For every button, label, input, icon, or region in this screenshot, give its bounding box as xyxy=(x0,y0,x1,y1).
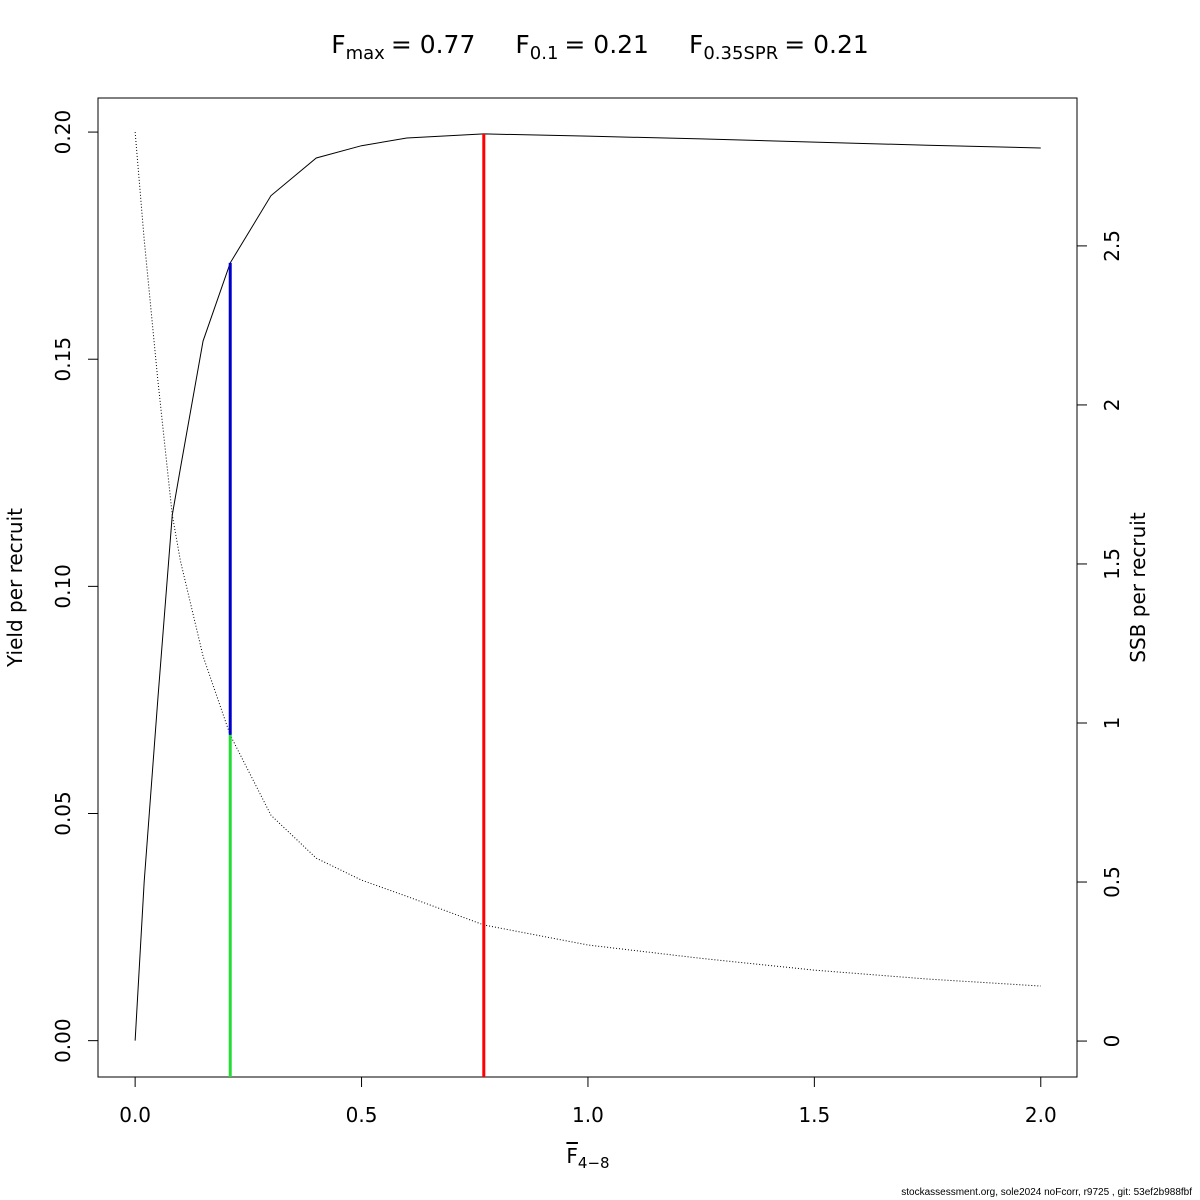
y-tick-label: 0.00 xyxy=(51,1018,75,1063)
y2-axis-label: SSB per recruit xyxy=(1126,512,1150,663)
chart-title: Fmax = 0.77 F0.1 = 0.21 F0.35SPR = 0.21 xyxy=(0,30,1200,64)
y-axis-label: Yield per recruit xyxy=(3,508,27,668)
series-line xyxy=(134,131,1041,987)
y-tick-label: 0.15 xyxy=(51,337,75,382)
title-text: = 0.77 xyxy=(390,30,476,59)
title-subscript: 0.1 xyxy=(529,43,559,64)
y2-tick-label: 0.5 xyxy=(1100,866,1124,898)
title-symbol: F xyxy=(515,30,530,59)
title-part: F0.35SPR = 0.21 xyxy=(688,30,869,64)
title-part: Fmax = 0.77 xyxy=(331,30,476,64)
y-tick-label: 0.20 xyxy=(51,110,75,155)
plot-frame xyxy=(97,97,1078,1078)
x-tick-label: 0.0 xyxy=(119,1103,151,1127)
title-subscript: max xyxy=(345,43,385,64)
x-label-symbol: F xyxy=(566,1144,578,1168)
title-symbol: F xyxy=(688,30,704,59)
footer: stockassessment.org, sole2024 noFcorr, r… xyxy=(901,1187,1192,1198)
title-subscript: 0.35SPR xyxy=(703,43,779,64)
x-tick-label: 0.5 xyxy=(346,1103,378,1127)
title-part: F0.1 = 0.21 xyxy=(515,30,649,64)
x-label-subscript: 4−8 xyxy=(577,1154,610,1172)
series-line xyxy=(134,133,1041,1041)
x-tick-label: 1.0 xyxy=(572,1103,604,1127)
title-symbol: F xyxy=(331,30,346,59)
y2-tick-label: 0 xyxy=(1100,1035,1124,1048)
y2-tick-label: 2 xyxy=(1100,399,1124,412)
x-axis-label: F4−8 xyxy=(0,1144,1176,1172)
title-text: = 0.21 xyxy=(784,30,869,59)
y2-tick-label: 1.5 xyxy=(1100,548,1124,580)
title-text: = 0.21 xyxy=(564,30,649,59)
x-tick-label: 1.5 xyxy=(798,1103,830,1127)
y2-tick-label: 2.5 xyxy=(1100,230,1124,262)
y2-tick-label: 1 xyxy=(1100,717,1124,730)
x-tick-label: 2.0 xyxy=(1025,1103,1057,1127)
y-tick-label: 0.10 xyxy=(51,564,75,609)
y-tick-label: 0.05 xyxy=(51,791,75,836)
